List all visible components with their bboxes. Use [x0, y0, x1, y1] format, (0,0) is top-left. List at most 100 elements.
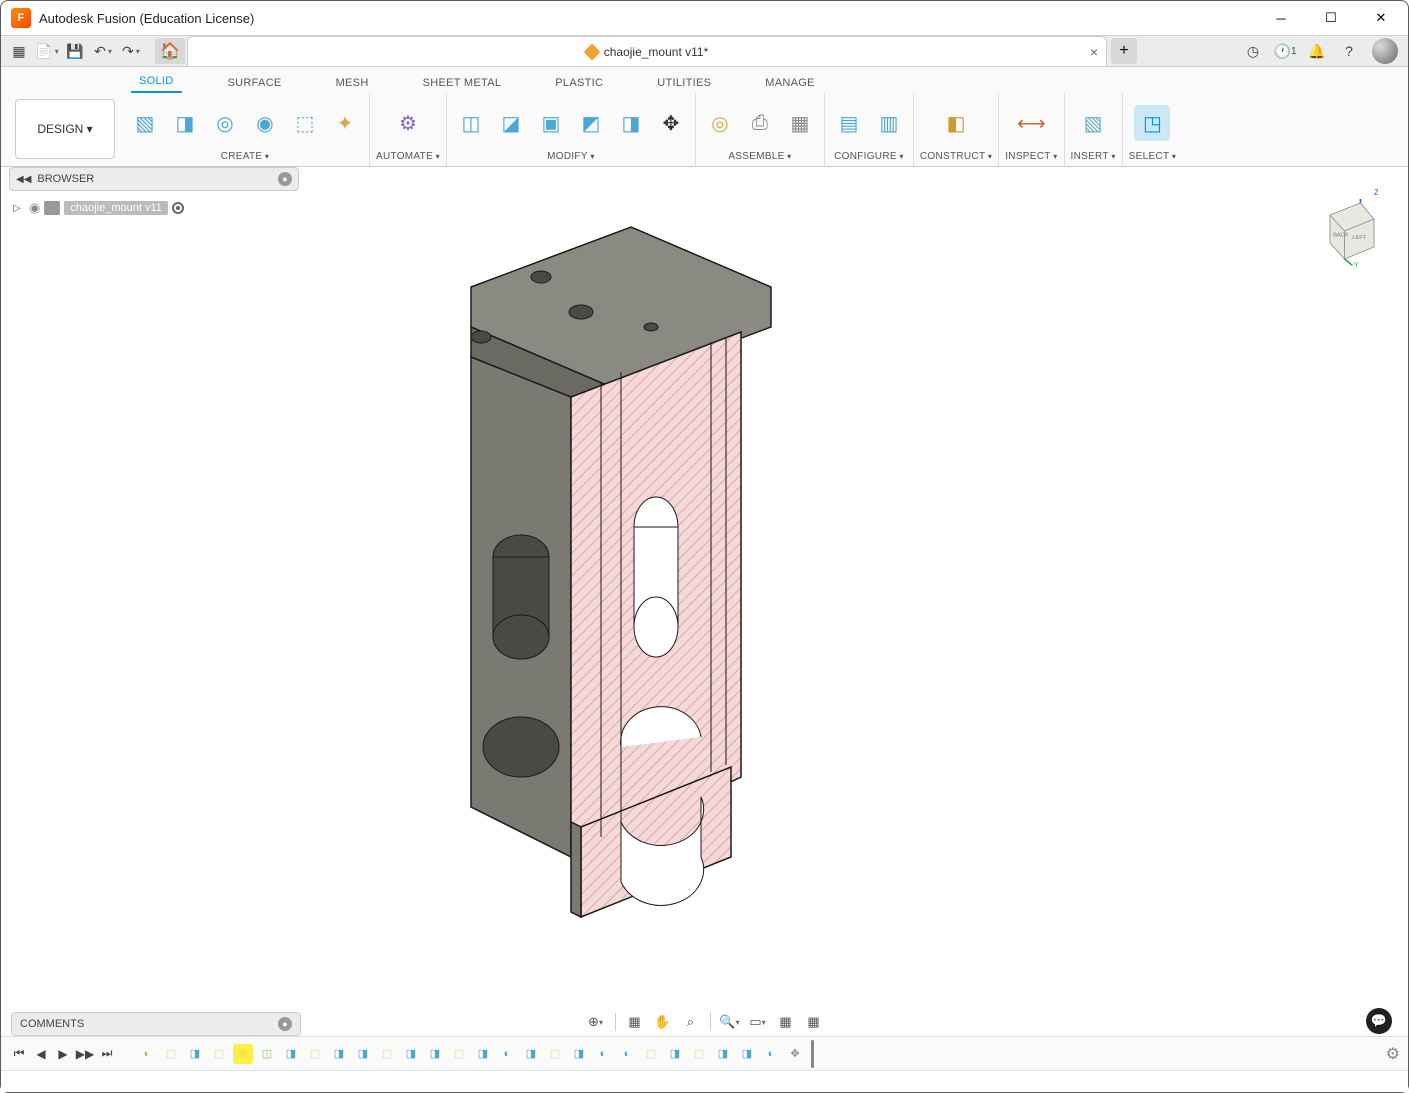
- timeline-feature-3[interactable]: ▢: [209, 1044, 229, 1064]
- tool-as-built[interactable]: ⎙: [742, 105, 778, 141]
- ribbon-group-label[interactable]: CONSTRUCT: [920, 149, 992, 164]
- tool-combine[interactable]: ◩: [573, 105, 609, 141]
- ribbon-tab-utilities[interactable]: UTILITIES: [649, 73, 719, 93]
- timeline-feature-19[interactable]: ◐: [593, 1044, 613, 1064]
- home-tab[interactable]: 🏠: [155, 38, 185, 64]
- timeline-feature-12[interactable]: ◨: [425, 1044, 445, 1064]
- nav-button-1[interactable]: ▦: [622, 1010, 648, 1034]
- tool-extrude[interactable]: ◨: [167, 105, 203, 141]
- nav-button-7[interactable]: ▦: [801, 1010, 827, 1034]
- tool-config2[interactable]: ▥: [871, 105, 907, 141]
- ribbon-group-label[interactable]: MODIFY: [547, 149, 595, 164]
- timeline-feature-24[interactable]: ◨: [713, 1044, 733, 1064]
- tree-activate-icon[interactable]: [172, 202, 184, 214]
- tool-config1[interactable]: ▤: [831, 105, 867, 141]
- ribbon-tab-solid[interactable]: SOLID: [131, 71, 182, 93]
- timeline-feature-10[interactable]: ▢: [377, 1044, 397, 1064]
- tree-expand-icon[interactable]: ▷: [13, 203, 25, 214]
- minimize-button[interactable]: ─: [1256, 1, 1306, 35]
- file-menu-button[interactable]: 📄: [33, 38, 61, 64]
- ribbon-group-label[interactable]: INSPECT: [1005, 149, 1057, 164]
- tool-sweep[interactable]: ◉: [247, 105, 283, 141]
- data-panel-button[interactable]: ▦: [5, 38, 33, 64]
- timeline-feature-14[interactable]: ◨: [473, 1044, 493, 1064]
- timeline-feature-18[interactable]: ◨: [569, 1044, 589, 1064]
- new-document-button[interactable]: +: [1111, 38, 1137, 64]
- timeline-forward-button[interactable]: ▶▶: [75, 1044, 95, 1064]
- timeline-feature-6[interactable]: ◨: [281, 1044, 301, 1064]
- timeline-end-button[interactable]: ⏭: [97, 1044, 117, 1064]
- timeline-feature-23[interactable]: ▢: [689, 1044, 709, 1064]
- tool-select[interactable]: ◳: [1134, 105, 1170, 141]
- timeline-feature-16[interactable]: ◨: [521, 1044, 541, 1064]
- timeline-feature-2[interactable]: ◨: [185, 1044, 205, 1064]
- ribbon-group-label[interactable]: CREATE: [221, 149, 269, 164]
- timeline-feature-27[interactable]: ✥: [785, 1044, 805, 1064]
- ribbon-group-label[interactable]: CONFIGURE: [834, 149, 904, 164]
- tool-move[interactable]: ✥: [653, 105, 689, 141]
- timeline-feature-13[interactable]: ▢: [449, 1044, 469, 1064]
- save-button[interactable]: 💾: [61, 38, 89, 64]
- tool-press-pull[interactable]: ◫: [453, 105, 489, 141]
- timeline-feature-21[interactable]: ▢: [641, 1044, 661, 1064]
- document-tab-close-button[interactable]: ×: [1090, 44, 1098, 60]
- timeline-settings-button[interactable]: ⚙: [1386, 1044, 1400, 1064]
- timeline-feature-7[interactable]: ▢: [305, 1044, 325, 1064]
- tree-root-row[interactable]: ▷ ◉ chaojie_mount v11: [13, 197, 295, 219]
- tool-sketch[interactable]: ▧: [127, 105, 163, 141]
- redo-button[interactable]: ↷: [117, 38, 145, 64]
- timeline-feature-17[interactable]: ▢: [545, 1044, 565, 1064]
- timeline-feature-0[interactable]: ◐: [137, 1044, 157, 1064]
- browser-collapse-button[interactable]: ◀◀: [16, 174, 31, 185]
- timeline-feature-22[interactable]: ◨: [665, 1044, 685, 1064]
- ribbon-group-label[interactable]: ASSEMBLE: [728, 149, 791, 164]
- tool-generative[interactable]: ✦: [327, 105, 363, 141]
- timeline-feature-5[interactable]: ◫: [257, 1044, 277, 1064]
- timeline-feature-11[interactable]: ◨: [401, 1044, 421, 1064]
- viewport-canvas[interactable]: Z BACK LEFT Y: [1, 167, 1408, 1012]
- nav-button-6[interactable]: ▦: [773, 1010, 799, 1034]
- ribbon-tab-manage[interactable]: MANAGE: [757, 73, 822, 93]
- timeline-marker[interactable]: [811, 1040, 814, 1068]
- timeline-feature-25[interactable]: ◨: [737, 1044, 757, 1064]
- timeline-feature-15[interactable]: ◐: [497, 1044, 517, 1064]
- timeline-feature-9[interactable]: ◨: [353, 1044, 373, 1064]
- timeline-feature-26[interactable]: ◐: [761, 1044, 781, 1064]
- tool-contact[interactable]: ▦: [782, 105, 818, 141]
- ribbon-group-label[interactable]: AUTOMATE: [376, 149, 440, 164]
- view-cube[interactable]: Z BACK LEFT Y: [1298, 187, 1378, 267]
- close-button[interactable]: ✕: [1356, 1, 1406, 35]
- timeline-back-button[interactable]: ◀: [31, 1044, 51, 1064]
- nav-button-5[interactable]: ▭▾: [745, 1010, 771, 1034]
- tool-plane[interactable]: ◧: [938, 105, 974, 141]
- comments-pin-button[interactable]: ●: [278, 1017, 292, 1031]
- timeline-feature-20[interactable]: ◐: [617, 1044, 637, 1064]
- notifications-button[interactable]: 🔔: [1302, 38, 1332, 64]
- timeline-feature-4[interactable]: ▣: [233, 1044, 253, 1064]
- ribbon-group-label[interactable]: SELECT: [1129, 149, 1177, 164]
- extensions-button[interactable]: ◷: [1238, 38, 1268, 64]
- nav-button-4[interactable]: 🔍▾: [717, 1010, 743, 1034]
- tool-fillet[interactable]: ◪: [493, 105, 529, 141]
- tree-visibility-icon[interactable]: ◉: [29, 200, 40, 216]
- help-button[interactable]: ?: [1334, 38, 1364, 64]
- tool-measure[interactable]: ⟷: [1013, 105, 1049, 141]
- nav-button-3[interactable]: ⌕: [678, 1010, 704, 1034]
- ribbon-tab-sheet-metal[interactable]: SHEET METAL: [415, 73, 510, 93]
- timeline-feature-8[interactable]: ◨: [329, 1044, 349, 1064]
- nav-button-2[interactable]: ✋: [650, 1010, 676, 1034]
- document-tab[interactable]: chaojie_mount v11* ×: [187, 36, 1107, 66]
- job-status-button[interactable]: 🕐1: [1270, 38, 1300, 64]
- timeline-start-button[interactable]: ⏮: [9, 1044, 29, 1064]
- timeline-feature-1[interactable]: ▢: [161, 1044, 181, 1064]
- tool-joint[interactable]: ◎: [702, 105, 738, 141]
- user-avatar[interactable]: [1372, 38, 1398, 64]
- workspace-switcher[interactable]: DESIGN ▾: [15, 99, 115, 159]
- undo-button[interactable]: ↶: [89, 38, 117, 64]
- browser-pin-button[interactable]: ●: [278, 172, 292, 186]
- tool-revolve[interactable]: ◎: [207, 105, 243, 141]
- ribbon-tab-plastic[interactable]: PLASTIC: [547, 73, 611, 93]
- assistant-button[interactable]: 💬: [1366, 1008, 1392, 1034]
- tool-insert[interactable]: ▧: [1075, 105, 1111, 141]
- ribbon-tab-surface[interactable]: SURFACE: [220, 73, 290, 93]
